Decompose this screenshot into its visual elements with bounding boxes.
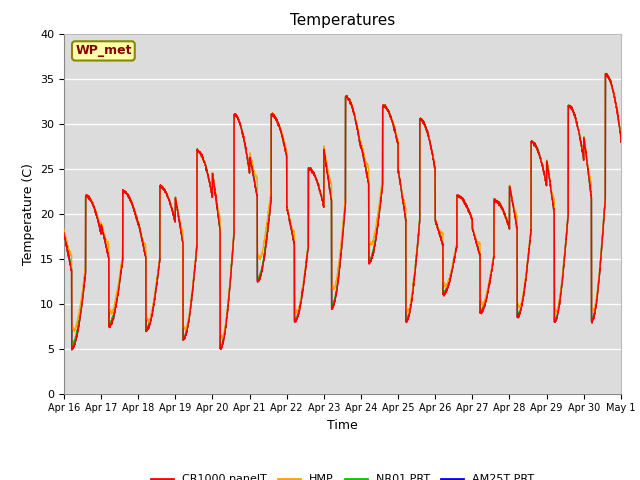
HMP — [499, 205, 507, 211]
Y-axis label: Temperature (C): Temperature (C) — [22, 163, 35, 264]
Line: NR01 PRT: NR01 PRT — [64, 73, 621, 348]
Line: HMP: HMP — [64, 73, 621, 338]
NR01 PRT — [436, 232, 444, 238]
AM25T PRT — [616, 130, 624, 135]
AM25T PRT — [436, 233, 444, 239]
X-axis label: Time: Time — [327, 419, 358, 432]
NR01 PRT — [60, 228, 68, 234]
CR1000 panelT — [436, 233, 444, 239]
Title: Temperatures: Temperatures — [290, 13, 395, 28]
NR01 PRT — [616, 129, 624, 135]
NR01 PRT — [467, 213, 475, 219]
Text: WP_met: WP_met — [75, 44, 132, 58]
Line: CR1000 panelT: CR1000 panelT — [64, 73, 621, 350]
HMP — [322, 154, 330, 160]
CR1000 panelT — [617, 139, 625, 145]
AM25T PRT — [467, 214, 475, 219]
AM25T PRT — [60, 230, 68, 236]
AM25T PRT — [617, 139, 625, 145]
AM25T PRT — [602, 71, 610, 76]
CR1000 panelT — [322, 158, 330, 164]
AM25T PRT — [499, 206, 507, 212]
NR01 PRT — [160, 186, 168, 192]
CR1000 panelT — [68, 347, 76, 353]
Line: AM25T PRT: AM25T PRT — [64, 73, 621, 349]
HMP — [467, 212, 475, 218]
AM25T PRT — [322, 158, 330, 164]
HMP — [617, 138, 625, 144]
HMP — [616, 128, 624, 134]
CR1000 panelT — [161, 187, 168, 192]
HMP — [60, 227, 68, 232]
HMP — [436, 229, 444, 235]
NR01 PRT — [602, 71, 610, 76]
AM25T PRT — [161, 187, 168, 192]
NR01 PRT — [217, 345, 225, 350]
NR01 PRT — [617, 139, 625, 144]
HMP — [160, 186, 168, 192]
CR1000 panelT — [499, 206, 507, 212]
NR01 PRT — [499, 206, 507, 212]
CR1000 panelT — [602, 71, 610, 76]
CR1000 panelT — [60, 230, 68, 236]
NR01 PRT — [322, 157, 330, 163]
AM25T PRT — [68, 347, 76, 352]
CR1000 panelT — [616, 130, 624, 135]
HMP — [218, 335, 225, 341]
Legend: CR1000 panelT, HMP, NR01 PRT, AM25T PRT: CR1000 panelT, HMP, NR01 PRT, AM25T PRT — [146, 470, 539, 480]
HMP — [602, 71, 610, 76]
CR1000 panelT — [467, 213, 475, 219]
